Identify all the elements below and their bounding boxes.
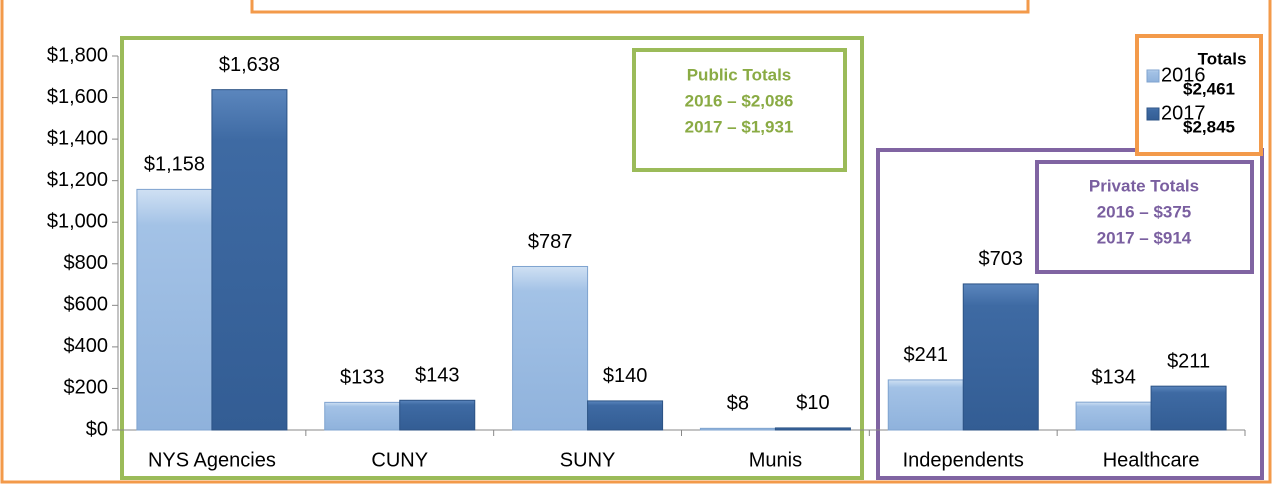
legend-box <box>1135 34 1263 156</box>
bar <box>887 379 964 431</box>
x-tick-label: Healthcare <box>1103 449 1200 471</box>
value-label: $8 <box>727 393 749 415</box>
x-tick-label: NYS Agencies <box>148 449 276 471</box>
bar <box>699 427 776 431</box>
y-tick-label: $1,200 <box>47 169 108 191</box>
legend-total: $2,461 <box>1183 79 1235 98</box>
value-label: $241 <box>904 344 949 366</box>
x-tick-label: Independents <box>903 449 1024 471</box>
public-group-box <box>120 36 864 480</box>
legend-swatch <box>1146 107 1160 121</box>
legend-total: $2,845 <box>1183 117 1235 136</box>
public-totals: 2016 – $2,086 <box>685 91 794 110</box>
value-label: $143 <box>415 365 460 387</box>
private-totals: 2016 – $375 <box>1097 202 1192 221</box>
value-label: $10 <box>796 392 829 414</box>
bar <box>512 265 589 431</box>
value-label: $1,158 <box>144 154 205 176</box>
bar <box>587 400 664 431</box>
value-label: $1,638 <box>219 54 280 76</box>
bar <box>1075 401 1152 431</box>
value-label: $133 <box>340 367 385 389</box>
value-label: $703 <box>979 248 1024 270</box>
y-tick-label: $1,000 <box>47 211 108 233</box>
legend-label: 2016 <box>1161 64 1206 86</box>
legend-label: 2017 <box>1161 102 1206 124</box>
legend-swatch <box>1146 69 1160 83</box>
title-box <box>250 0 1030 14</box>
bar <box>211 89 288 431</box>
private-group-box <box>876 148 1264 480</box>
bar <box>324 401 401 431</box>
y-tick-label: $800 <box>64 252 109 274</box>
legend-title: Totals <box>1198 49 1247 68</box>
public-totals: Public Totals <box>687 65 792 84</box>
value-label: $134 <box>1091 366 1136 388</box>
y-tick-label: $200 <box>64 377 109 399</box>
y-tick-label: $400 <box>64 335 109 357</box>
private-totals: 2017 – $914 <box>1097 228 1192 247</box>
x-tick-label: Munis <box>749 449 802 471</box>
y-tick-label: $1,800 <box>47 44 108 66</box>
y-tick-label: $1,400 <box>47 127 108 149</box>
x-tick-label: CUNY <box>371 449 428 471</box>
value-label: $211 <box>1167 350 1210 372</box>
x-tick-label: SUNY <box>560 449 616 471</box>
bar <box>136 188 213 431</box>
bar <box>774 427 851 431</box>
bar <box>399 399 476 431</box>
y-tick-label: $600 <box>64 294 109 316</box>
y-tick-label: $1,600 <box>47 86 108 108</box>
bar <box>962 283 1039 431</box>
private-totals-box <box>1035 160 1254 274</box>
value-label: $787 <box>528 231 573 253</box>
y-tick-label: $0 <box>86 418 108 440</box>
private-totals: Private Totals <box>1089 176 1199 195</box>
public-totals: 2017 – $1,931 <box>685 117 794 136</box>
value-label: $140 <box>603 365 648 387</box>
public-totals-box <box>632 48 847 172</box>
bar <box>1150 385 1227 431</box>
